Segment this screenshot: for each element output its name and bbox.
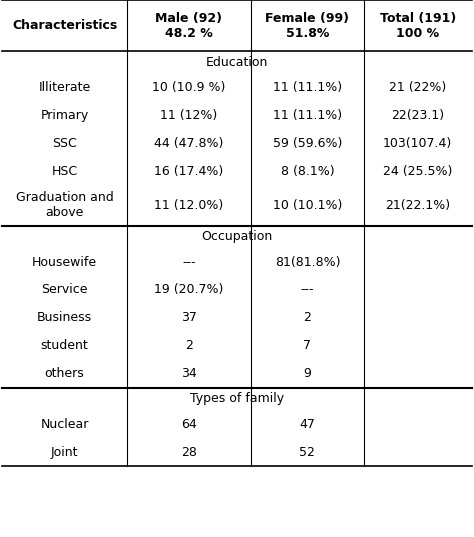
- Text: 81(81.8%): 81(81.8%): [274, 256, 340, 268]
- Text: Business: Business: [37, 311, 92, 324]
- Text: 19 (20.7%): 19 (20.7%): [154, 284, 224, 296]
- Text: Service: Service: [41, 284, 88, 296]
- Text: 52: 52: [300, 446, 315, 459]
- Text: ---: ---: [301, 284, 314, 296]
- Text: Primary: Primary: [40, 109, 89, 122]
- Text: 10 (10.1%): 10 (10.1%): [273, 199, 342, 212]
- Text: Graduation and
above: Graduation and above: [16, 191, 113, 220]
- Text: 11 (11.1%): 11 (11.1%): [273, 109, 342, 122]
- Text: 11 (11.1%): 11 (11.1%): [273, 81, 342, 94]
- Text: Male (92)
48.2 %: Male (92) 48.2 %: [155, 11, 222, 40]
- Text: 2: 2: [303, 311, 311, 324]
- Text: 16 (17.4%): 16 (17.4%): [154, 165, 224, 178]
- Text: Nuclear: Nuclear: [40, 418, 89, 431]
- Text: Characteristics: Characteristics: [12, 19, 117, 32]
- Text: 2: 2: [185, 339, 193, 352]
- Text: Housewife: Housewife: [32, 256, 97, 268]
- Text: Joint: Joint: [51, 446, 78, 459]
- Text: 24 (25.5%): 24 (25.5%): [383, 165, 452, 178]
- Text: HSC: HSC: [52, 165, 78, 178]
- Text: ---: ---: [182, 256, 196, 268]
- Text: 64: 64: [181, 418, 197, 431]
- Text: 22(23.1): 22(23.1): [391, 109, 444, 122]
- Text: 21 (22%): 21 (22%): [389, 81, 447, 94]
- Text: 9: 9: [303, 367, 311, 380]
- Text: 11 (12%): 11 (12%): [160, 109, 218, 122]
- Text: others: others: [45, 367, 84, 380]
- Text: student: student: [41, 339, 89, 352]
- Text: 59 (59.6%): 59 (59.6%): [273, 137, 342, 150]
- Text: 47: 47: [300, 418, 315, 431]
- Text: Female (99)
51.8%: Female (99) 51.8%: [265, 11, 349, 40]
- Text: Occupation: Occupation: [201, 230, 273, 243]
- Text: 10 (10.9 %): 10 (10.9 %): [152, 81, 226, 94]
- Text: Illiterate: Illiterate: [38, 81, 91, 94]
- Text: 28: 28: [181, 446, 197, 459]
- Text: 103(107.4): 103(107.4): [383, 137, 452, 150]
- Text: 7: 7: [303, 339, 311, 352]
- Text: Education: Education: [206, 56, 268, 69]
- Text: 44 (47.8%): 44 (47.8%): [154, 137, 224, 150]
- Text: 8 (8.1%): 8 (8.1%): [281, 165, 334, 178]
- Text: 11 (12.0%): 11 (12.0%): [154, 199, 224, 212]
- Text: SSC: SSC: [52, 137, 77, 150]
- Text: Total (191)
100 %: Total (191) 100 %: [380, 11, 456, 40]
- Text: 34: 34: [181, 367, 197, 380]
- Text: 21(22.1%): 21(22.1%): [385, 199, 450, 212]
- Text: 37: 37: [181, 311, 197, 324]
- Text: Types of family: Types of family: [190, 393, 284, 405]
